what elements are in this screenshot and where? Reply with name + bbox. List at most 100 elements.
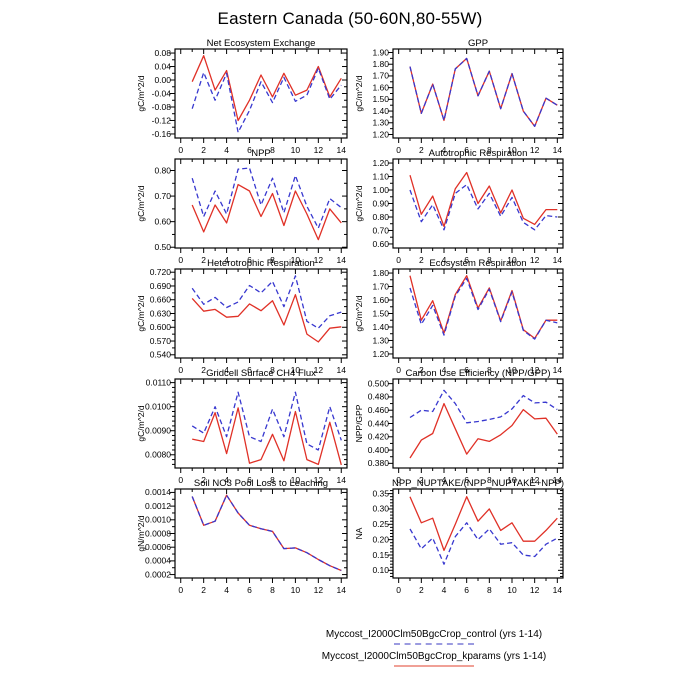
- y-tick-label: 1.70: [372, 281, 389, 291]
- x-tick-label: 6: [464, 365, 469, 375]
- y-tick-label: 0.500: [368, 378, 390, 388]
- y-tick-label: -0.08: [152, 102, 172, 112]
- x-tick-label: 10: [507, 255, 517, 265]
- panel-title-ch4: Gridcell Surface CH4 Flux: [206, 368, 316, 379]
- x-tick-label: 12: [530, 365, 540, 375]
- x-tick-label: 14: [337, 145, 347, 155]
- chart-panel-gpp: 0 2 4 6 8 10 12 14 1.201.30 1.40 1.50 1.601.70 1.80 1…: [354, 38, 564, 155]
- series-line-kparams: [191, 494, 342, 572]
- legend-label-kparams: Myccost_I2000Clm50BgcCrop_kparams (yrs 1…: [321, 651, 547, 662]
- series-line-kparams: [409, 57, 558, 127]
- x-tick-label: 14: [553, 365, 563, 375]
- x-tick-label: 4: [442, 585, 447, 595]
- y-tick-label: 0.0100: [145, 401, 171, 411]
- x-tick-label: 2: [419, 255, 424, 265]
- x-tick-label: 0: [396, 475, 401, 485]
- x-tick-label: 2: [201, 475, 206, 485]
- x-tick-label: 2: [201, 255, 206, 265]
- y-tick-label: 0.70: [372, 225, 389, 235]
- x-tick-label: 14: [553, 585, 563, 595]
- series-line-control: [409, 57, 558, 127]
- x-tick-label: 12: [314, 475, 324, 485]
- y-tick-label: 0.690: [150, 281, 172, 291]
- y-tick-label: 0.00: [154, 75, 171, 85]
- y-tick-label: 1.20: [372, 129, 389, 139]
- y-tick-label: 0.0012: [145, 501, 171, 511]
- chart-panel-ch4: 0 2 4 6 8 10 12 14 0.0080 0.0090 0.0100 0.0110 Gridc…: [136, 368, 348, 485]
- x-tick-label: 0: [178, 585, 183, 595]
- y-tick-label: 0.35: [372, 488, 389, 498]
- x-tick-label: 12: [314, 585, 324, 595]
- y-tick-label: 1.60: [372, 82, 389, 92]
- y-tick-label: 0.08: [154, 48, 171, 58]
- x-tick-label: 6: [464, 475, 469, 485]
- y-axis-label-npp: gC/m^2/d: [136, 185, 146, 221]
- y-tick-label: 1.90: [372, 47, 389, 57]
- series-line-kparams: [191, 294, 342, 343]
- y-tick-label: 1.20: [372, 349, 389, 359]
- series-line-kparams: [409, 496, 558, 552]
- series-line-kparams: [409, 275, 558, 340]
- plot-box: [392, 48, 564, 139]
- x-tick-label: 8: [487, 365, 492, 375]
- y-tick-label: 0.630: [150, 308, 172, 318]
- series-line-control: [191, 275, 342, 329]
- x-tick-label: 12: [314, 255, 324, 265]
- legend-line-kparams-solid: [394, 665, 474, 667]
- y-tick-label: 1.60: [372, 295, 389, 305]
- x-tick-label: 0: [396, 255, 401, 265]
- panel-title-er: Ecosystem Respiration: [429, 258, 526, 269]
- y-tick-label: 0.660: [150, 295, 172, 305]
- x-tick-label: 4: [442, 255, 447, 265]
- chart-panel-no3: 0 2 4 6 8 10 12 14 0.0002 0.0004 0.0006 0.0008 0.001…: [136, 478, 348, 595]
- y-tick-label: 1.80: [372, 59, 389, 69]
- y-axis-label-gpp: gC/m^2/d: [354, 75, 364, 111]
- x-tick-label: 2: [419, 475, 424, 485]
- x-tick-label: 12: [530, 475, 540, 485]
- x-tick-label: 0: [396, 585, 401, 595]
- y-tick-label: 0.10: [372, 565, 389, 575]
- y-axis-label-no3: gN/m^2/d: [136, 515, 146, 551]
- x-tick-label: 14: [553, 475, 563, 485]
- y-tick-label: 1.50: [372, 94, 389, 104]
- panel-title-gpp: GPP: [468, 38, 488, 49]
- x-tick-label: 10: [507, 365, 517, 375]
- x-tick-label: 14: [337, 585, 347, 595]
- x-tick-label: 8: [270, 475, 275, 485]
- chart-panel-er: 0 2 4 6 8 10 12 14 1.20 1.30 1.40 1.50 1.60 1.70 1.80 E…: [354, 258, 564, 375]
- y-axis-label-nuptake: NA: [354, 527, 364, 539]
- y-tick-label: 0.0014: [145, 487, 171, 497]
- y-axis-label-nee: gC/m^2/d: [136, 75, 146, 111]
- y-tick-label: 0.20: [372, 534, 389, 544]
- y-tick-label: 0.0006: [145, 542, 171, 552]
- y-tick-label: 0.0080: [145, 450, 171, 460]
- plot-box: [174, 488, 348, 579]
- y-tick-label: 0.0010: [145, 515, 171, 525]
- y-axis-label-cue: NPP/GPP: [354, 404, 364, 442]
- x-tick-label: 10: [507, 475, 517, 485]
- charts-grid: 0 2 4 6 8 10 12 14 -0.16 -0.12 -0.08 -0.04 0.00 0.04 0…: [136, 38, 564, 595]
- x-tick-label: 6: [247, 145, 252, 155]
- x-tick-label: 8: [487, 255, 492, 265]
- x-tick-label: 12: [314, 145, 324, 155]
- x-tick-label: 4: [224, 365, 229, 375]
- x-tick-label: 12: [314, 365, 324, 375]
- x-tick-label: 12: [530, 255, 540, 265]
- y-tick-label: 1.30: [372, 335, 389, 345]
- series-line-control: [409, 183, 558, 231]
- y-tick-label: -0.12: [152, 115, 172, 125]
- series-line-kparams: [409, 402, 558, 459]
- x-tick-label: 6: [247, 585, 252, 595]
- y-tick-label: 0.60: [372, 239, 389, 249]
- x-tick-label: 0: [178, 475, 183, 485]
- y-tick-label: 0.30: [372, 504, 389, 514]
- panel-title-cue: Carbon Use Efficiency (NPP/GPP): [405, 368, 550, 379]
- x-tick-label: 6: [464, 255, 469, 265]
- series-line-kparams: [409, 171, 558, 228]
- y-tick-label: 1.10: [372, 171, 389, 181]
- y-tick-label: 1.20: [372, 158, 389, 168]
- y-tick-label: 0.440: [368, 418, 390, 428]
- y-tick-label: 0.480: [368, 392, 390, 402]
- x-tick-label: 14: [337, 365, 347, 375]
- x-tick-label: 8: [487, 475, 492, 485]
